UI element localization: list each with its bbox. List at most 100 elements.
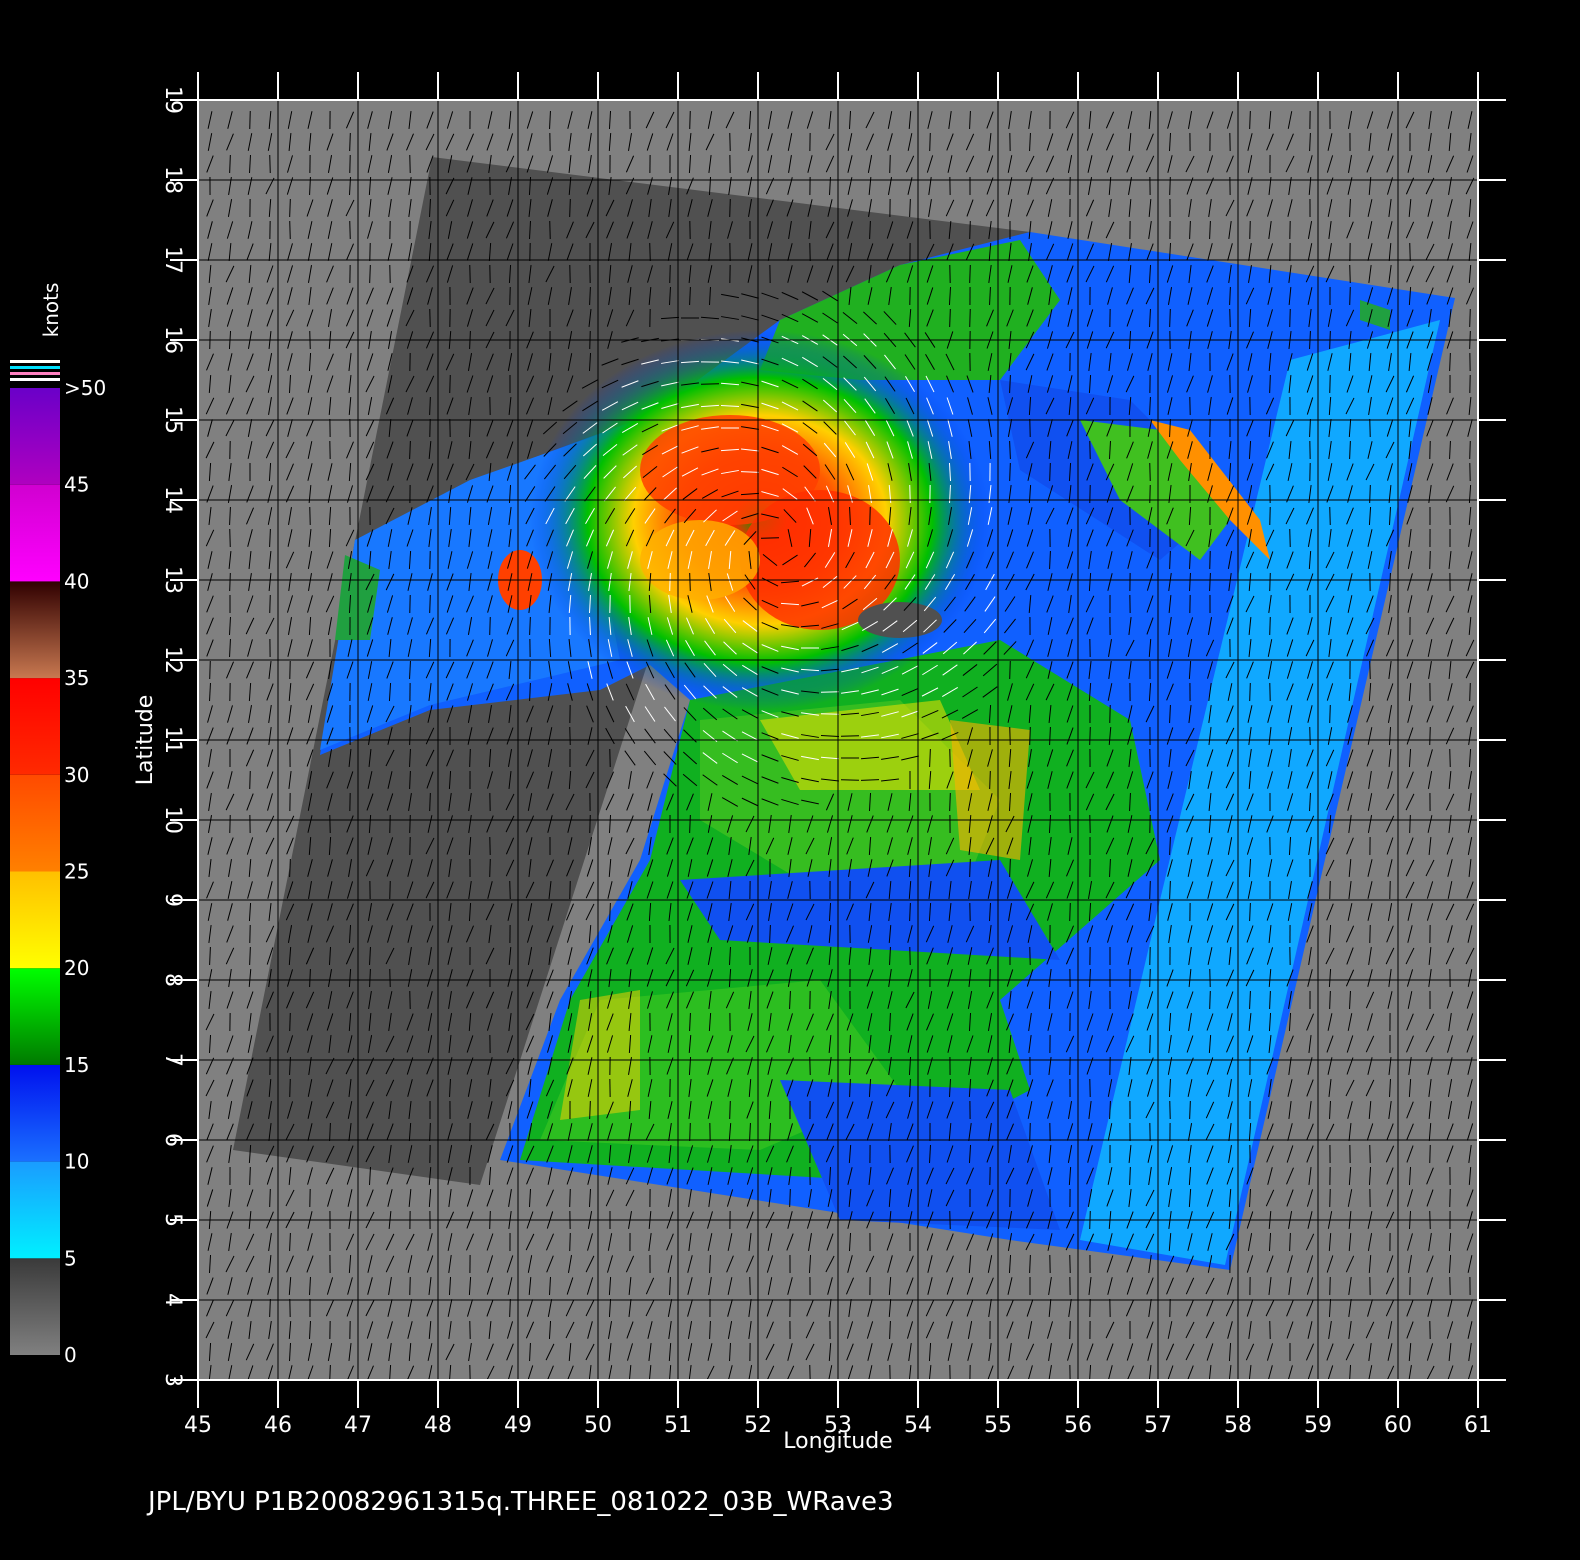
wind-vector bbox=[1387, 1343, 1393, 1361]
wind-vector bbox=[1429, 726, 1431, 746]
wind-vector bbox=[802, 422, 818, 434]
wind-vector bbox=[641, 380, 659, 388]
wind-vector bbox=[446, 837, 454, 855]
wind-vector bbox=[748, 837, 752, 855]
wind-vector bbox=[908, 110, 912, 130]
wind-vector bbox=[1265, 463, 1275, 481]
wind-vector bbox=[1347, 1013, 1353, 1031]
wind-vector bbox=[1466, 1013, 1474, 1031]
wind-vector bbox=[766, 221, 774, 239]
x-tick-label: 58 bbox=[1224, 1413, 1252, 1438]
wind-vector bbox=[486, 1233, 494, 1251]
wind-vector bbox=[887, 111, 893, 129]
wind-vector bbox=[466, 375, 474, 393]
wind-vector bbox=[1065, 925, 1075, 943]
wind-vector bbox=[881, 688, 899, 696]
wind-vector bbox=[988, 132, 992, 152]
wind-vector bbox=[1086, 133, 1094, 151]
wind-vector bbox=[427, 287, 433, 305]
wind-vector bbox=[1426, 287, 1434, 305]
wind-vector bbox=[1428, 946, 1432, 966]
wind-vector bbox=[1428, 309, 1432, 327]
wind-vector bbox=[1048, 1298, 1052, 1318]
wind-vector bbox=[787, 1123, 793, 1141]
wind-vector bbox=[928, 1342, 932, 1362]
wind-vector bbox=[1086, 309, 1094, 327]
wind-vector bbox=[1328, 639, 1332, 657]
wind-vector bbox=[608, 1276, 612, 1296]
wind-vector bbox=[989, 902, 991, 922]
wind-vector bbox=[207, 133, 213, 151]
wind-vector bbox=[1129, 1166, 1131, 1186]
wind-vector bbox=[1025, 353, 1035, 371]
wind-vector bbox=[507, 573, 513, 591]
wind-vector bbox=[268, 110, 272, 130]
wind-vector bbox=[325, 1101, 335, 1119]
wind-vector bbox=[768, 815, 772, 833]
wind-vector bbox=[946, 1255, 954, 1273]
wind-vector bbox=[628, 286, 632, 306]
wind-vector bbox=[585, 771, 595, 789]
wind-vector bbox=[804, 552, 816, 568]
wind-vector bbox=[1368, 947, 1372, 965]
wind-vector bbox=[229, 154, 231, 174]
wind-vector bbox=[942, 664, 958, 676]
wind-vector bbox=[967, 991, 973, 1009]
wind-vector bbox=[543, 464, 557, 480]
wind-vector bbox=[387, 529, 393, 547]
wind-vector bbox=[703, 509, 717, 523]
wind-vector bbox=[1468, 242, 1472, 262]
wind-vector bbox=[1225, 771, 1235, 789]
wind-vector bbox=[445, 661, 455, 679]
wind-vector bbox=[305, 683, 315, 701]
wind-vector bbox=[606, 309, 614, 327]
wind-vector bbox=[208, 991, 212, 1009]
wind-vector bbox=[1209, 572, 1211, 592]
wind-vector bbox=[547, 397, 553, 415]
x-tick-label: 54 bbox=[904, 1413, 932, 1438]
wind-vector bbox=[388, 638, 392, 658]
wind-vector bbox=[1166, 507, 1174, 525]
wind-vector bbox=[1146, 991, 1154, 1009]
wind-vector bbox=[1285, 573, 1295, 591]
wind-vector bbox=[407, 639, 413, 657]
wind-vector bbox=[708, 991, 712, 1009]
wind-vector bbox=[1105, 221, 1115, 239]
wind-vector bbox=[909, 902, 911, 922]
wind-vector bbox=[1345, 397, 1355, 415]
wind-vector bbox=[926, 1035, 934, 1053]
wind-vector bbox=[1145, 705, 1155, 723]
wind-vector bbox=[688, 1233, 692, 1251]
wind-vector bbox=[988, 1123, 992, 1141]
wind-vector bbox=[248, 858, 252, 878]
wind-vector bbox=[1026, 529, 1034, 547]
wind-vector bbox=[842, 312, 858, 324]
wind-vector bbox=[428, 1320, 432, 1340]
wind-vector bbox=[248, 682, 252, 702]
wind-vector bbox=[1067, 309, 1073, 327]
wind-vector bbox=[547, 683, 553, 701]
wind-vector bbox=[986, 155, 994, 173]
wind-vector bbox=[1086, 925, 1094, 943]
wind-vector bbox=[925, 1299, 935, 1317]
wind-vector bbox=[808, 528, 812, 548]
wind-vector bbox=[1406, 1123, 1414, 1141]
wind-vector bbox=[968, 969, 972, 987]
wind-vector bbox=[705, 529, 715, 547]
wind-vector bbox=[1346, 221, 1354, 239]
wind-vector bbox=[729, 1342, 731, 1362]
wind-vector bbox=[645, 1277, 655, 1295]
wind-vector bbox=[746, 925, 754, 943]
wind-vector bbox=[888, 1123, 892, 1141]
wind-vector bbox=[387, 353, 393, 371]
wind-vector bbox=[987, 859, 993, 877]
wind-vector bbox=[788, 221, 792, 239]
wind-vector bbox=[366, 1189, 374, 1207]
wind-vector bbox=[387, 155, 393, 173]
wind-vector bbox=[1425, 1013, 1435, 1031]
wind-vector bbox=[1268, 968, 1272, 988]
wind-vector bbox=[781, 733, 799, 739]
colorbar-band bbox=[10, 678, 60, 775]
wind-vector bbox=[928, 837, 932, 855]
